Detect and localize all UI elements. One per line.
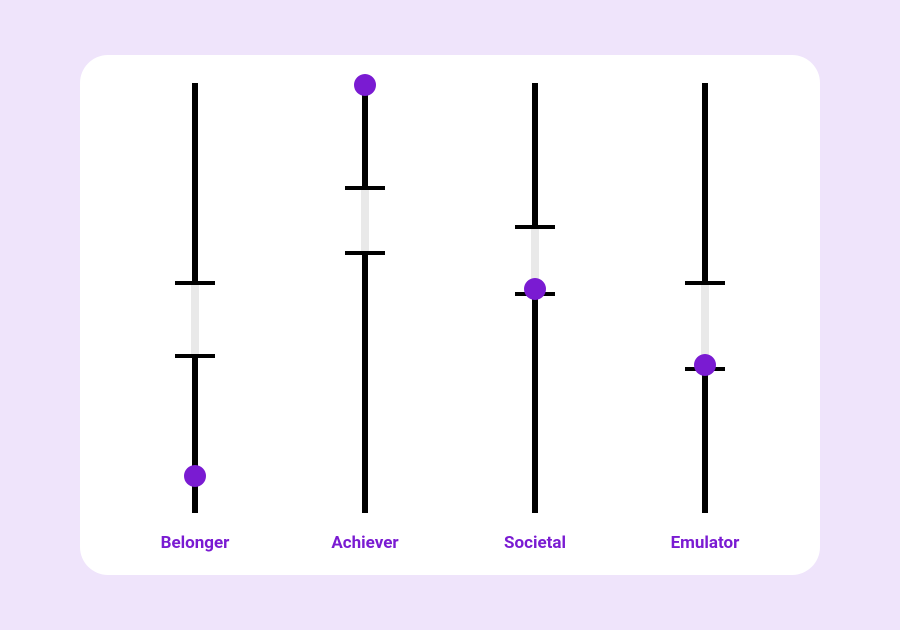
slider-label-belonger: Belonger	[161, 533, 230, 553]
page-background: Belonger Achiever Societal Emulator	[0, 0, 900, 630]
slider-label-achiever: Achiever	[331, 533, 398, 553]
slider-knob[interactable]	[184, 465, 206, 487]
slider-tick-upper	[515, 225, 555, 229]
slider-track-dark-lower	[192, 356, 198, 513]
slider-track-dark-upper	[702, 83, 708, 283]
slider-tick-lower	[345, 251, 385, 255]
slider-track-dark-lower	[532, 294, 538, 513]
slider-track-light	[361, 188, 369, 253]
slider-tick-upper	[175, 281, 215, 285]
slider-track-dark-upper	[362, 83, 368, 188]
slider-label-emulator: Emulator	[671, 533, 740, 553]
slider-label-societal: Societal	[504, 533, 566, 553]
slider-track-light	[191, 283, 199, 356]
slider-knob[interactable]	[524, 278, 546, 300]
slider-tick-lower	[175, 354, 215, 358]
slider-tick-upper	[685, 281, 725, 285]
chart-card: Belonger Achiever Societal Emulator	[80, 55, 820, 575]
slider-track-dark-lower	[702, 369, 708, 513]
slider-track-dark-upper	[532, 83, 538, 227]
slider-knob[interactable]	[694, 354, 716, 376]
slider-knob[interactable]	[354, 74, 376, 96]
chart-area	[80, 83, 820, 513]
slider-track-dark-lower	[362, 253, 368, 513]
slider-track-dark-upper	[192, 83, 198, 283]
slider-tick-upper	[345, 186, 385, 190]
